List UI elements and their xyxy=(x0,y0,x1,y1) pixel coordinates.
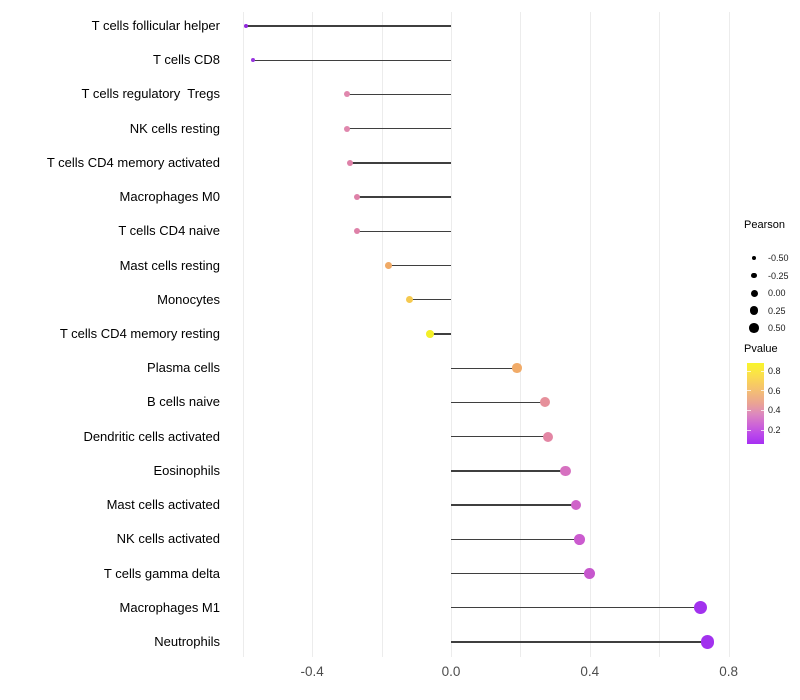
lollipop-stem xyxy=(350,162,451,164)
lollipop-dot xyxy=(543,431,554,442)
lollipop-dot xyxy=(251,58,256,63)
x-tick-label: 0.0 xyxy=(441,664,461,679)
x-tick-label: 0.4 xyxy=(580,664,600,679)
colorbar-tick-mark xyxy=(760,390,764,392)
y-axis-label: Eosinophils xyxy=(153,462,221,478)
lollipop-dot xyxy=(701,635,715,649)
lollipop-dot xyxy=(405,296,413,304)
lollipop-stem xyxy=(451,572,590,575)
colorbar-tick-label: 0.4 xyxy=(768,405,781,416)
lollipop-stem xyxy=(346,128,451,130)
y-axis-label: Mast cells activated xyxy=(106,497,220,513)
size-legend-label: 0.00 xyxy=(768,288,786,298)
y-axis-label: Mast cells resting xyxy=(119,257,220,273)
y-axis-label: T cells CD4 memory resting xyxy=(59,325,220,341)
lollipop-dot xyxy=(584,568,596,579)
lollipop-stem xyxy=(451,401,545,404)
size-legend-dot xyxy=(749,306,759,315)
y-axis-label: NK cells activated xyxy=(116,531,220,547)
lollipop-stem xyxy=(357,196,451,198)
lollipop-dot xyxy=(539,397,550,408)
x-tick-label: -0.4 xyxy=(300,664,324,679)
x-tick-label: 0.8 xyxy=(719,664,738,679)
pearson-legend-title: Pearson xyxy=(744,219,785,231)
lollipop-stem xyxy=(451,538,580,540)
grid-line xyxy=(312,12,314,657)
y-axis-label: Macrophages M1 xyxy=(119,599,220,615)
colorbar-tick-mark xyxy=(760,409,764,411)
lollipop-stem xyxy=(409,299,451,301)
grid-line xyxy=(659,12,661,657)
lollipop-stem xyxy=(346,93,451,96)
size-legend-dot xyxy=(751,255,757,261)
y-axis-label: T cells regulatory Tregs xyxy=(81,86,220,102)
grid-line xyxy=(728,12,730,657)
y-axis-label: Macrophages M0 xyxy=(119,189,220,205)
pvalue-legend-title: Pvalue xyxy=(744,343,778,355)
lollipop-dot xyxy=(574,533,585,545)
lollipop-stem xyxy=(451,504,576,506)
grid-line xyxy=(451,12,452,657)
grid-line xyxy=(381,12,383,657)
lollipop-stem xyxy=(451,435,549,438)
colorbar-tick-mark xyxy=(760,370,764,372)
lollipop-dot xyxy=(570,499,582,511)
lollipop-dot xyxy=(426,330,434,338)
size-legend-dot xyxy=(749,323,759,333)
grid-line xyxy=(520,12,522,657)
lollipop-dot xyxy=(354,193,361,201)
lollipop-stem xyxy=(246,25,451,27)
size-legend-label: 0.50 xyxy=(768,323,786,333)
y-axis-label: T cells gamma delta xyxy=(103,565,220,581)
y-axis-label: Plasma cells xyxy=(147,360,220,376)
size-legend-dot xyxy=(750,289,758,297)
colorbar-tick-mark xyxy=(747,370,751,372)
colorbar-tick-mark xyxy=(760,429,764,431)
y-axis-label: T cells CD4 naive xyxy=(118,223,220,239)
lollipop-stem xyxy=(430,333,451,335)
lollipop-dot xyxy=(354,228,361,235)
pvalue-colorbar xyxy=(747,363,764,444)
lollipop-stem xyxy=(253,59,451,61)
colorbar-tick-label: 0.2 xyxy=(768,425,781,436)
y-axis-label: Monocytes xyxy=(157,291,220,307)
grid-line xyxy=(589,12,591,657)
lollipop-stem xyxy=(451,641,708,643)
lollipop-dot xyxy=(347,159,354,166)
lollipop-stem xyxy=(451,470,566,472)
y-axis-label: NK cells resting xyxy=(129,120,220,136)
lollipop-stem xyxy=(388,264,451,267)
lollipop-dot xyxy=(244,23,249,28)
colorbar-tick-label: 0.6 xyxy=(768,385,781,396)
size-legend-dot xyxy=(751,272,757,279)
y-axis-label: T cells CD8 xyxy=(153,52,220,68)
y-axis-label: T cells follicular helper xyxy=(91,18,220,33)
y-axis-label: T cells CD4 memory activated xyxy=(46,154,220,170)
pvalue-color-legend: Pvalue 0.8 0.6 0.4 0.2 xyxy=(744,343,800,453)
lollipop-stem xyxy=(451,367,517,369)
colorbar-tick-label: 0.8 xyxy=(768,366,781,376)
lollipop-stem xyxy=(451,607,701,609)
y-axis-label: Dendritic cells activated xyxy=(83,428,220,444)
size-legend-label: -0.50 xyxy=(768,253,789,263)
pearson-size-legend: Pearson -0.50 -0.25 0.00 0.25 0.50 xyxy=(744,219,800,333)
lollipop-dot xyxy=(385,262,392,269)
lollipop-dot xyxy=(512,363,522,373)
lollipop-dot xyxy=(343,125,350,132)
lollipop-stem xyxy=(357,230,451,232)
colorbar-tick-mark xyxy=(747,390,751,392)
colorbar-tick-mark xyxy=(747,429,751,431)
size-legend-label: -0.25 xyxy=(768,270,789,281)
lollipop-dot xyxy=(560,465,571,477)
y-axis-label: Neutrophils xyxy=(154,633,220,649)
size-legend-label: 0.25 xyxy=(768,305,786,316)
lollipop-dot xyxy=(343,91,350,98)
lollipop-dot xyxy=(694,601,708,615)
y-axis-label: B cells naive xyxy=(147,394,220,410)
colorbar-tick-mark xyxy=(747,409,751,411)
grid-line xyxy=(242,12,244,657)
